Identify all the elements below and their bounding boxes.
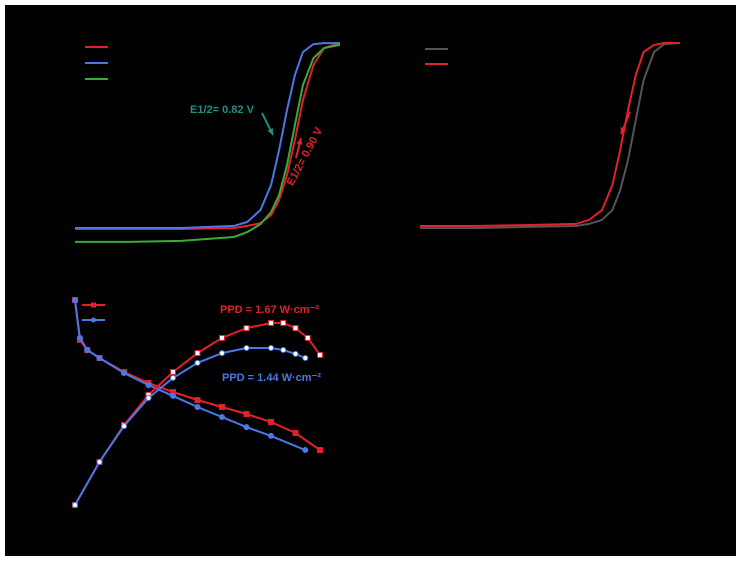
marker [96, 458, 103, 465]
marker [317, 447, 323, 454]
marker [292, 325, 299, 332]
legend-marker [91, 317, 96, 323]
marker [72, 502, 78, 508]
marker [145, 382, 152, 389]
marker [84, 347, 91, 354]
marker [194, 397, 201, 404]
marker [268, 319, 274, 326]
legend-marker [91, 302, 96, 308]
marker [302, 355, 309, 362]
marker [268, 418, 274, 425]
marker [292, 430, 299, 437]
marker [96, 355, 103, 362]
arrow-head [267, 128, 273, 135]
series-line [420, 42, 681, 230]
series-line [75, 43, 341, 243]
marker [292, 350, 299, 357]
marker [76, 334, 83, 341]
marker [170, 368, 176, 375]
marker [302, 447, 309, 454]
marker [170, 392, 176, 399]
marker [219, 414, 225, 421]
series-line [420, 42, 680, 227]
marker [145, 394, 152, 401]
annotation: PPD = 1.67 W·cm⁻² [220, 304, 319, 316]
marker [280, 319, 287, 326]
marker [268, 432, 274, 439]
marker [243, 410, 250, 417]
marker [280, 347, 287, 354]
annotation: E1/2= 0.82 V [190, 104, 255, 116]
arrow-head [296, 138, 303, 145]
marker [194, 359, 201, 366]
marker [243, 325, 250, 332]
marker [317, 351, 323, 358]
arrow-head [620, 127, 627, 134]
marker [219, 334, 225, 341]
marker [194, 404, 201, 411]
background [5, 5, 736, 556]
series-line [75, 42, 341, 230]
marker [170, 374, 176, 381]
marker [219, 404, 225, 411]
marker [243, 424, 250, 431]
annotation: PPD = 1.44 W·cm⁻² [222, 372, 321, 384]
marker [304, 334, 311, 341]
marker [121, 423, 127, 430]
marker [219, 350, 225, 357]
marker [121, 369, 127, 376]
marker [72, 297, 78, 303]
marker [243, 344, 250, 351]
series-line [75, 42, 340, 229]
marker [268, 344, 274, 351]
marker [194, 350, 201, 357]
